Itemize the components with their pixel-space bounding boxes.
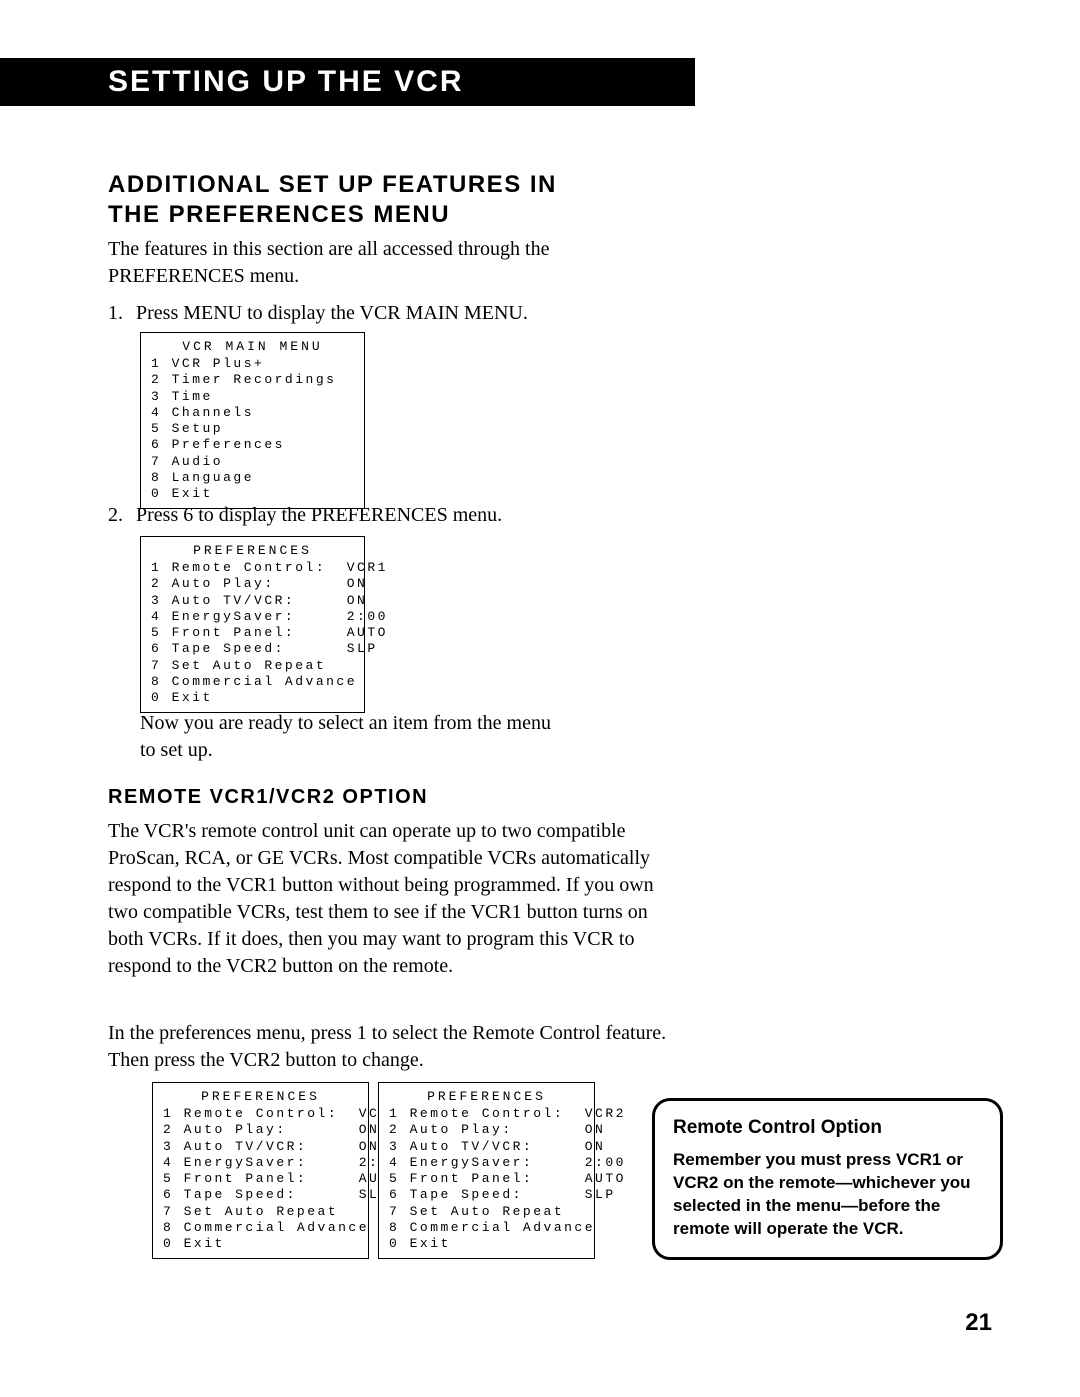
menu-prefv2-l6: 6 Tape Speed: SLP: [389, 1187, 584, 1203]
menu-prefv1-l3: 3 Auto TV/VCR: ON: [163, 1139, 358, 1155]
menu-main-l3: 3 Time: [151, 389, 354, 405]
section-heading: Additional Set Up Features in the Prefer…: [108, 170, 668, 230]
menu-main-l1: 1 VCR Plus+: [151, 356, 354, 372]
page-header-bar: Setting Up the VCR: [0, 58, 695, 106]
menu-prefv2-l9: 0 Exit: [389, 1236, 584, 1252]
menu-prefv2-l3: 3 Auto TV/VCR: ON: [389, 1139, 584, 1155]
menu-prefv2-l4: 4 EnergySaver: 2:00: [389, 1155, 584, 1171]
remote-p1: The VCR's remote control unit can operat…: [108, 818, 678, 980]
menu-pref-l3: 3 Auto TV/VCR: ON: [151, 593, 354, 609]
remote-p2: In the preferences menu, press 1 to sele…: [108, 1020, 678, 1074]
menu-prefv1-l4: 4 EnergySaver: 2:00: [163, 1155, 358, 1171]
menu-box-main: VCR MAIN MENU 1 VCR Plus+ 2 Timer Record…: [140, 332, 365, 509]
step-2-num: 2.: [108, 502, 136, 529]
menu-pref-l8: 8 Commercial Advance: [151, 674, 354, 690]
remote-heading: Remote VCR1/VCR2 Option: [108, 786, 428, 809]
menu-prefv1-l8: 8 Commercial Advance: [163, 1220, 358, 1236]
callout-body: Remember you must press VCR1 or VCR2 on …: [673, 1149, 982, 1241]
step-1-text: Press MENU to display the VCR MAIN MENU.: [136, 302, 528, 324]
menu-main-l2: 2 Timer Recordings: [151, 372, 354, 388]
step-2: 2.Press 6 to display the PREFERENCES men…: [108, 502, 502, 529]
callout-box: Remote Control Option Remember you must …: [652, 1098, 1003, 1260]
menu-pref-l9: 0 Exit: [151, 690, 354, 706]
menu-main-l8: 8 Language: [151, 470, 354, 486]
section-heading-line2: the Preferences Menu: [108, 200, 668, 230]
menu-prefv1-l7: 7 Set Auto Repeat: [163, 1204, 358, 1220]
menu-prefv1-l5: 5 Front Panel: AUTO: [163, 1171, 358, 1187]
menu-box-pref: PREFERENCES 1 Remote Control: VCR1 2 Aut…: [140, 536, 365, 713]
intro-paragraph: The features in this section are all acc…: [108, 236, 668, 290]
menu-pref-l4: 4 EnergySaver: 2:00: [151, 609, 354, 625]
section-heading-line1: Additional Set Up Features in: [108, 170, 668, 200]
step-1: 1.Press MENU to display the VCR MAIN MEN…: [108, 300, 528, 327]
callout-title: Remote Control Option: [673, 1117, 982, 1139]
step-1-num: 1.: [108, 300, 136, 327]
menu-prefv2-title: PREFERENCES: [389, 1089, 584, 1104]
page-number: 21: [965, 1309, 992, 1337]
menu-pref-l5: 5 Front Panel: AUTO: [151, 625, 354, 641]
page-header-title: Setting Up the VCR: [108, 65, 463, 99]
step-follow-text: Now you are ready to select an item from…: [140, 710, 560, 764]
menu-prefv1-l1: 1 Remote Control: VCR1: [163, 1106, 358, 1122]
menu-pref-l1: 1 Remote Control: VCR1: [151, 560, 354, 576]
menu-main-l7: 7 Audio: [151, 454, 354, 470]
menu-prefv2-l7: 7 Set Auto Repeat: [389, 1204, 584, 1220]
menu-main-l5: 5 Setup: [151, 421, 354, 437]
menu-prefv1-l2: 2 Auto Play: ON: [163, 1122, 358, 1138]
menu-prefv1-l9: 0 Exit: [163, 1236, 358, 1252]
menu-prefv1-l6: 6 Tape Speed: SLP: [163, 1187, 358, 1203]
step-2-text: Press 6 to display the PREFERENCES menu.: [136, 504, 502, 526]
menu-pref-l2: 2 Auto Play: ON: [151, 576, 354, 592]
menu-prefv2-l8: 8 Commercial Advance: [389, 1220, 584, 1236]
menu-pref-l6: 6 Tape Speed: SLP: [151, 641, 354, 657]
menu-pref-title: PREFERENCES: [151, 543, 354, 558]
menu-main-title: VCR MAIN MENU: [151, 339, 354, 354]
menu-prefv2-l2: 2 Auto Play: ON: [389, 1122, 584, 1138]
menu-box-pref-vcr1: PREFERENCES 1 Remote Control: VCR1 2 Aut…: [152, 1082, 369, 1259]
menu-prefv1-title: PREFERENCES: [163, 1089, 358, 1104]
menu-main-l6: 6 Preferences: [151, 437, 354, 453]
menu-pref-l7: 7 Set Auto Repeat: [151, 658, 354, 674]
menu-main-l4: 4 Channels: [151, 405, 354, 421]
menu-box-pref-vcr2: PREFERENCES 1 Remote Control: VCR2 2 Aut…: [378, 1082, 595, 1259]
menu-prefv2-l1: 1 Remote Control: VCR2: [389, 1106, 584, 1122]
menu-main-l9: 0 Exit: [151, 486, 354, 502]
menu-prefv2-l5: 5 Front Panel: AUTO: [389, 1171, 584, 1187]
